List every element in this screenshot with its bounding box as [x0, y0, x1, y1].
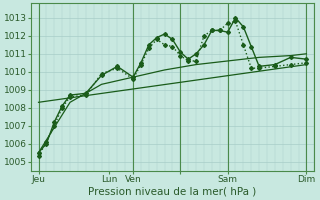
X-axis label: Pression niveau de la mer( hPa ): Pression niveau de la mer( hPa ): [88, 187, 257, 197]
